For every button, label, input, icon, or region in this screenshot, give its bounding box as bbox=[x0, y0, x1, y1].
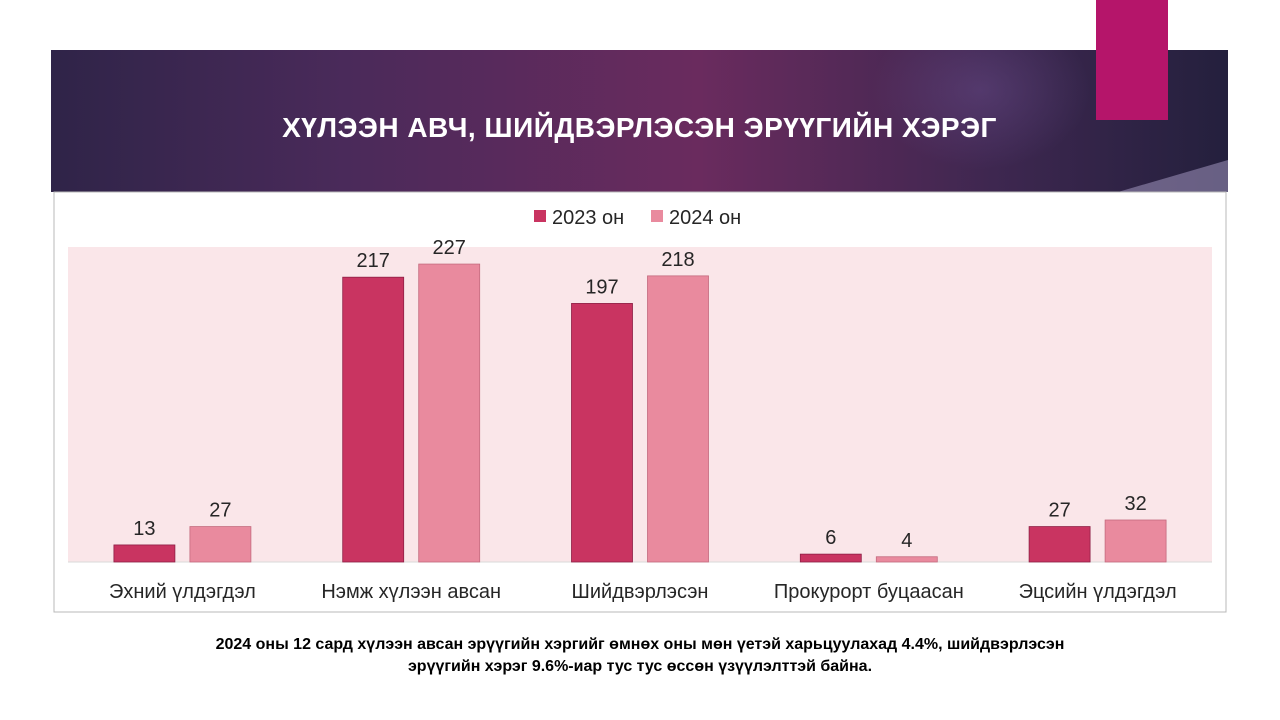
title-banner: ХҮЛЭЭН АВЧ, ШИЙДВЭРЛЭСЭН ЭРҮҮГИЙН ХЭРЭГ bbox=[51, 50, 1228, 192]
data-label-series-1-cat-5: 27 bbox=[1048, 500, 1070, 522]
legend-swatch-2 bbox=[651, 210, 663, 222]
bar-series-2-cat-2 bbox=[418, 263, 481, 563]
data-label-series-2-cat-3: 218 bbox=[661, 249, 694, 271]
data-label-series-2-cat-1: 27 bbox=[209, 500, 231, 522]
banner-corner-shape bbox=[1118, 160, 1228, 192]
bar-series-1-cat-3 bbox=[571, 303, 633, 563]
data-label-series-1-cat-2: 217 bbox=[357, 250, 390, 272]
data-label-series-2-cat-4: 4 bbox=[901, 530, 912, 552]
page-title: ХҮЛЭЭН АВЧ, ШИЙДВЭРЛЭСЭН ЭРҮҮГИЙН ХЭРЭГ bbox=[282, 112, 997, 143]
data-label-series-1-cat-3: 197 bbox=[585, 276, 618, 298]
data-label-series-1-cat-1: 13 bbox=[133, 518, 155, 540]
bar-series-2-cat-3 bbox=[647, 275, 709, 563]
category-label-3: Шийдвэрлэсэн bbox=[572, 581, 709, 603]
category-label-1: Эхний үлдэгдэл bbox=[109, 581, 256, 603]
bar-series-2-cat-1 bbox=[189, 526, 252, 563]
bar-series-2-cat-4 bbox=[875, 556, 938, 563]
category-label-5: Эцсийн үлдэгдэл bbox=[1019, 581, 1177, 603]
category-label-4: Прокурорт буцаасан bbox=[774, 581, 964, 603]
caption-line-2: эрүүгийн хэрэг 9.6%-иар тус тус өссөн үз… bbox=[407, 658, 873, 675]
legend-label-2: 2024 он bbox=[669, 207, 741, 229]
data-label-series-2-cat-2: 227 bbox=[433, 237, 466, 259]
summary-caption: 2024 оны 12 сард хүлээн авсан эрүүгийн х… bbox=[40, 634, 1240, 678]
bar-series-1-cat-5 bbox=[1028, 526, 1091, 563]
plot-area bbox=[68, 247, 1212, 562]
category-label-2: Нэмж хүлээн авсан bbox=[321, 581, 501, 603]
data-label-series-2-cat-5: 32 bbox=[1124, 493, 1146, 515]
data-label-series-1-cat-4: 6 bbox=[825, 527, 836, 549]
accent-bar bbox=[1096, 0, 1168, 120]
legend-label-1: 2023 он bbox=[552, 207, 624, 229]
bar-series-2-cat-5 bbox=[1104, 519, 1167, 563]
bar-series-1-cat-2 bbox=[342, 276, 405, 563]
bar-series-1-cat-1 bbox=[113, 544, 176, 563]
legend-swatch-1 bbox=[534, 210, 546, 222]
banner-glow bbox=[871, 50, 1091, 170]
caption-line-1: 2024 оны 12 сард хүлээн авсан эрүүгийн х… bbox=[215, 636, 1065, 653]
bar-series-1-cat-4 bbox=[799, 553, 862, 563]
